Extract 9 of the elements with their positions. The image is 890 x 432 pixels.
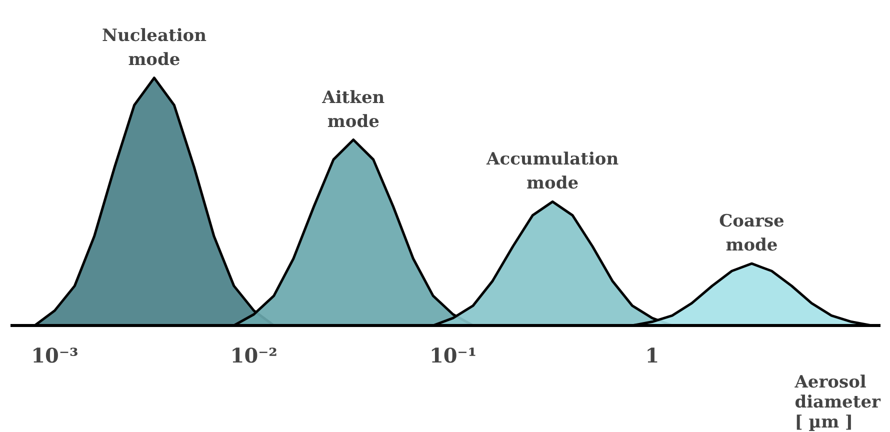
x-tick-label: 1 [645,344,660,368]
x-axis-title: Aerosol diameter [ µm ] [794,372,882,432]
annotation: Accumulation mode [486,150,619,194]
annotation: Aitken mode [321,88,385,132]
x-tick-label: 10⁻¹ [429,344,477,368]
annotation: Nucleation mode [102,26,206,70]
annotation: Coarse mode [719,212,785,256]
x-tick-label: 10⁻² [230,344,278,368]
x-tick-label: 10⁻³ [31,344,78,368]
